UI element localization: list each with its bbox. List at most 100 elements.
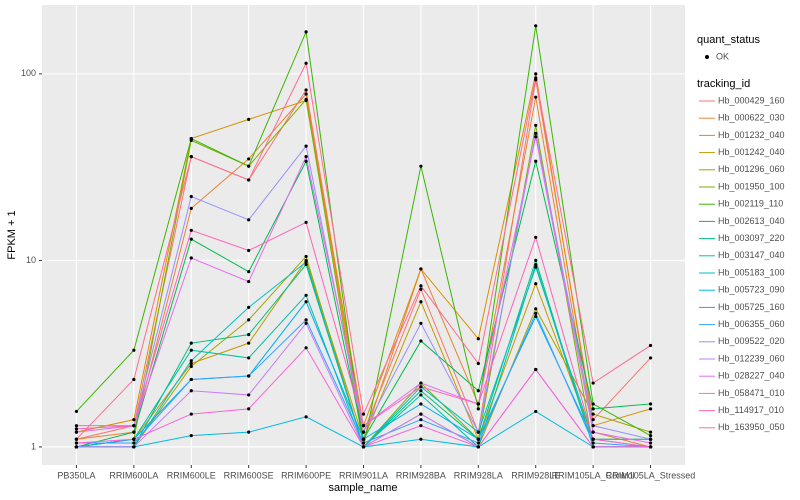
x-tick-label: RRIM600PE [281, 470, 331, 480]
data-point [304, 260, 308, 264]
data-point [419, 402, 423, 406]
legend-label: Hb_005723_090 [718, 285, 785, 295]
data-point [419, 424, 423, 428]
x-tick-label: RRIM901LA [339, 470, 388, 480]
data-point [648, 343, 653, 348]
x-tick-label: RRIM928BA [396, 470, 446, 480]
data-point [304, 415, 308, 419]
data-point [419, 437, 423, 441]
data-point [476, 389, 480, 393]
x-tick-label: RRIM600SE [224, 470, 274, 480]
data-point [247, 356, 251, 360]
legend-label: Hb_114917_010 [718, 405, 784, 415]
data-point [304, 61, 308, 65]
data-point [247, 393, 251, 397]
data-point [419, 284, 423, 288]
data-point [189, 359, 193, 363]
data-point [534, 262, 538, 267]
y-tick-label: 100 [21, 68, 36, 78]
data-point [648, 356, 653, 360]
data-point [247, 374, 251, 378]
data-point [132, 377, 136, 382]
legend-label: Hb_058471_010 [718, 388, 785, 398]
data-point [648, 437, 653, 441]
data-point [74, 409, 79, 414]
legend-label: Hb_005725_160 [718, 302, 785, 312]
data-point [304, 254, 308, 259]
data-point [361, 430, 366, 434]
data-point [189, 389, 193, 393]
data-point [247, 157, 251, 161]
data-point [534, 235, 538, 239]
data-point [247, 279, 251, 284]
data-point [591, 418, 595, 422]
data-point [591, 402, 595, 406]
data-point [534, 135, 538, 139]
data-point [304, 262, 308, 267]
data-point [247, 333, 251, 337]
data-point [132, 424, 136, 428]
legend-label: Hb_000429_160 [718, 95, 785, 105]
data-point [247, 430, 251, 434]
data-point [189, 361, 193, 366]
shape-legend-title: quant_status [697, 34, 760, 46]
data-point [534, 159, 538, 163]
data-point [132, 445, 136, 449]
data-point [476, 402, 480, 406]
data-point [476, 361, 480, 366]
data-point [189, 412, 193, 416]
x-tick-label: RRIM600LE [167, 470, 216, 480]
legend-title: tracking_id [697, 78, 750, 90]
data-point [419, 412, 423, 416]
legend-label: Hb_006355_060 [718, 319, 785, 329]
data-point [591, 445, 595, 449]
data-point [534, 409, 538, 414]
data-point [304, 97, 308, 101]
x-tick-label: RRIM928LE [511, 470, 560, 480]
data-point [534, 258, 538, 262]
legend-label: Hb_005183_100 [718, 267, 785, 277]
data-point [189, 348, 193, 352]
x-axis-title: sample_name [328, 482, 397, 494]
legend-label: Hb_163950_050 [718, 422, 785, 432]
data-point [247, 164, 251, 168]
data-point [304, 300, 308, 304]
legend-label: Hb_001232_040 [718, 130, 785, 140]
data-point [304, 88, 308, 92]
data-point [534, 72, 538, 76]
data-point [247, 305, 251, 309]
data-point [304, 159, 308, 163]
legend-label: Hb_003097_220 [718, 233, 785, 243]
data-point [189, 155, 193, 159]
data-point [648, 445, 653, 449]
legend-label: Hb_000622_030 [718, 113, 785, 123]
x-tick-label: RRIM105LA_Control [552, 470, 635, 480]
data-point [419, 389, 423, 393]
y-tick-label: 1 [31, 441, 36, 451]
data-point [591, 424, 595, 428]
data-point [419, 393, 423, 397]
data-point [648, 430, 653, 434]
x-tick-label: RRIM928LA [454, 470, 503, 480]
data-point [304, 346, 308, 350]
data-point [189, 206, 193, 211]
legend-label: Hb_001950_100 [718, 181, 785, 191]
legend-label: Hb_001242_040 [718, 147, 785, 157]
data-point [247, 270, 251, 274]
data-point [189, 377, 193, 382]
x-tick-label: PB350LA [57, 470, 95, 480]
legend-label: Hb_009522_020 [718, 336, 785, 346]
data-point [419, 418, 423, 422]
data-point [591, 430, 595, 434]
data-point [189, 434, 193, 438]
data-point [247, 248, 251, 253]
data-point [419, 339, 423, 343]
data-point [534, 314, 538, 319]
data-point [648, 441, 653, 445]
data-point [132, 418, 136, 422]
data-point [189, 194, 193, 199]
data-point [534, 367, 538, 372]
data-point [247, 407, 251, 411]
data-point [304, 318, 308, 322]
